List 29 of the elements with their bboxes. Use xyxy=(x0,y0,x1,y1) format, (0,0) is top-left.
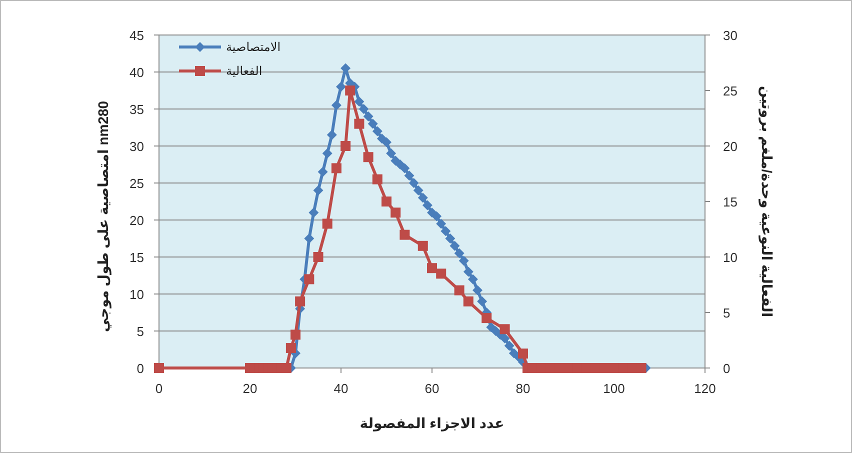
y-tick-label: 40 xyxy=(130,65,144,80)
y-tick-label: 30 xyxy=(130,139,144,154)
y-tick-label: 35 xyxy=(130,102,144,117)
y-axis-title: امتصاصية على طول موجي nm280 xyxy=(95,100,112,332)
y-tick-label: 45 xyxy=(130,28,144,43)
y-tick-label: 10 xyxy=(130,287,144,302)
y2-tick-label: 30 xyxy=(723,28,738,43)
legend-label: الفعالية xyxy=(226,64,262,78)
y2-tick-label: 15 xyxy=(723,194,738,210)
y2-tick-label: 20 xyxy=(723,139,738,154)
y2-tick-label: 25 xyxy=(723,84,738,98)
y-tick-label: 20 xyxy=(130,213,144,228)
x-tick-label: 20 xyxy=(242,381,258,396)
x-tick-label: 80 xyxy=(516,381,530,396)
x-tick-label: 120 xyxy=(694,381,716,396)
x-axis-title: عدد الاجزاء المفصولة xyxy=(360,415,504,432)
y2-tick-label: 0 xyxy=(723,361,730,376)
x-tick-label: 0 xyxy=(155,381,163,396)
y-tick-label: 25 xyxy=(130,176,144,191)
y2-axis-title: الفعالية النوعية وحدة/ملغم بروتين xyxy=(758,86,775,318)
y2-tick-label: 10 xyxy=(723,250,738,265)
y-tick-label: 15 xyxy=(130,250,144,265)
x-tick-label: 40 xyxy=(334,381,348,396)
x-tick-label: 60 xyxy=(424,381,440,396)
y-tick-label: 5 xyxy=(136,324,144,339)
legend-label: الامتصاصية xyxy=(226,40,281,54)
y-tick-label: 0 xyxy=(136,361,144,376)
y2-tick-label: 5 xyxy=(723,306,730,320)
x-tick-label: 100 xyxy=(603,381,625,396)
